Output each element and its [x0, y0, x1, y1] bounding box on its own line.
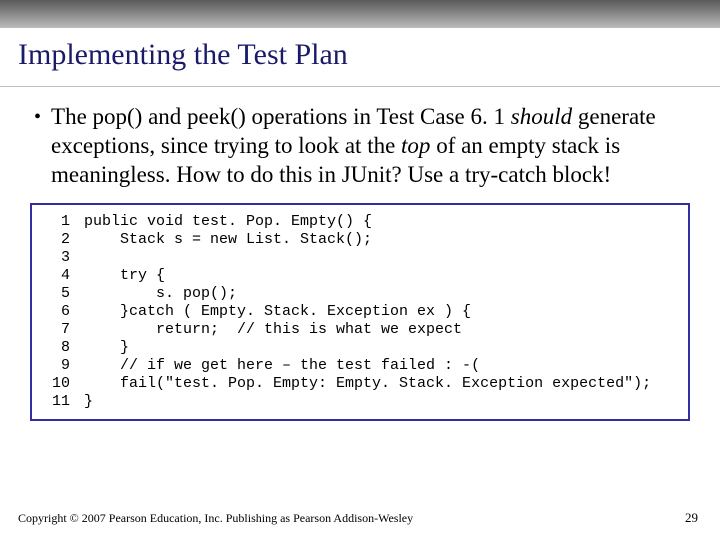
code-text: s. pop();: [70, 285, 678, 303]
bullet-block: • The pop() and peek() operations in Tes…: [0, 87, 720, 189]
code-text: [70, 249, 678, 267]
bullet-text: The pop() and peek() operations in Test …: [51, 103, 690, 189]
code-text: Stack s = new List. Stack();: [70, 231, 678, 249]
line-number: 2: [42, 231, 70, 249]
code-text: return; // this is what we expect: [70, 321, 678, 339]
code-text: // if we get here – the test failed : -(: [70, 357, 678, 375]
line-number: 9: [42, 357, 70, 375]
bullet-row: • The pop() and peek() operations in Tes…: [30, 103, 690, 189]
line-number: 1: [42, 213, 70, 231]
code-line: 8 }: [42, 339, 678, 357]
code-line: 6 }catch ( Empty. Stack. Exception ex ) …: [42, 303, 678, 321]
bullet-top: top: [401, 133, 430, 158]
line-number: 7: [42, 321, 70, 339]
line-number: 5: [42, 285, 70, 303]
code-text: }: [70, 393, 678, 411]
line-number: 6: [42, 303, 70, 321]
code-text: }catch ( Empty. Stack. Exception ex ) {: [70, 303, 678, 321]
code-text: public void test. Pop. Empty() {: [70, 213, 678, 231]
code-line: 11}: [42, 393, 678, 411]
line-number: 11: [42, 393, 70, 411]
line-number: 4: [42, 267, 70, 285]
code-text: }: [70, 339, 678, 357]
line-number: 3: [42, 249, 70, 267]
code-line: 4 try {: [42, 267, 678, 285]
top-gradient-bar: [0, 0, 720, 28]
code-text: try {: [70, 267, 678, 285]
code-box: 1public void test. Pop. Empty() {2 Stack…: [30, 203, 690, 421]
code-text: fail("test. Pop. Empty: Empty. Stack. Ex…: [70, 375, 678, 393]
slide-title: Implementing the Test Plan: [0, 28, 720, 87]
code-line: 1public void test. Pop. Empty() {: [42, 213, 678, 231]
code-line: 9 // if we get here – the test failed : …: [42, 357, 678, 375]
code-line: 10 fail("test. Pop. Empty: Empty. Stack.…: [42, 375, 678, 393]
bullet-should: should: [511, 104, 572, 129]
page-number: 29: [685, 510, 698, 526]
line-number: 10: [42, 375, 70, 393]
copyright-footer: Copyright © 2007 Pearson Education, Inc.…: [18, 511, 413, 526]
code-line: 3: [42, 249, 678, 267]
line-number: 8: [42, 339, 70, 357]
code-line: 7 return; // this is what we expect: [42, 321, 678, 339]
bullet-pre: The pop() and peek() operations in Test …: [51, 104, 511, 129]
bullet-marker: •: [34, 103, 41, 131]
code-line: 2 Stack s = new List. Stack();: [42, 231, 678, 249]
code-line: 5 s. pop();: [42, 285, 678, 303]
